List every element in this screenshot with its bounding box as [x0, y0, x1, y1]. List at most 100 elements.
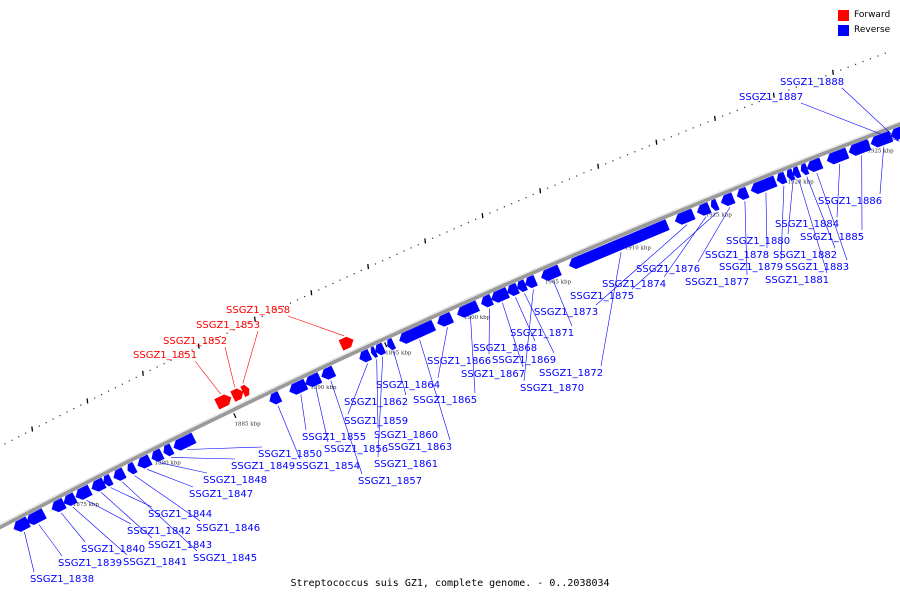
- ruler-major-tick: [424, 238, 427, 244]
- gene-label-ssgz1_1876: SSGZ1_1876: [636, 264, 700, 275]
- gene-arrow-ssgz1_1846[interactable]: [127, 461, 138, 475]
- ruler-dot: [568, 178, 571, 180]
- gene-arrow-ssgz1_1850[interactable]: [173, 432, 197, 451]
- ruler-dot: [884, 52, 886, 54]
- gene-arrow-ssgz1_1882[interactable]: [800, 163, 810, 176]
- gene-label-ssgz1_1849: SSGZ1_1849: [231, 461, 295, 472]
- ruler-dot: [303, 295, 306, 298]
- gene-arrow-ssgz1_1852[interactable]: [230, 388, 244, 402]
- gene-label-ssgz1_1864: SSGZ1_1864: [376, 380, 440, 391]
- ruler-dot: [163, 363, 165, 365]
- label-leader-line: [744, 201, 748, 276]
- ruler-dot: [561, 181, 563, 183]
- gene-label-ssgz1_1885: SSGZ1_1885: [800, 232, 864, 243]
- gene-arrow-ssgz1_1858[interactable]: [338, 336, 354, 351]
- gene-label-ssgz1_1870: SSGZ1_1870: [520, 383, 584, 394]
- ruler-dot: [156, 366, 158, 368]
- ruler-dot: [605, 163, 607, 165]
- ruler-dot: [52, 418, 54, 420]
- gene-arrow-ssgz1_1841[interactable]: [63, 492, 78, 506]
- gene-arrow-ssgz1_1874[interactable]: [696, 202, 712, 216]
- gene-arrow-ssgz1_1875[interactable]: [710, 198, 720, 212]
- gene-arrow-ssgz1_1848[interactable]: [151, 448, 165, 462]
- ruler-dot: [11, 439, 13, 441]
- gene-arrow-ssgz1_1883[interactable]: [806, 157, 824, 173]
- gene-arrow-ssgz1_1881[interactable]: [792, 166, 802, 179]
- ruler-dot: [100, 394, 103, 396]
- ruler-dot: [268, 312, 270, 314]
- ruler-dot: [66, 411, 68, 413]
- gene-arrow-ssgz1_1859[interactable]: [359, 348, 373, 363]
- label-leader-line: [146, 469, 194, 488]
- ruler-dot: [149, 369, 151, 372]
- ruler-dot: [626, 154, 629, 156]
- gene-arrow-ssgz1_1873[interactable]: [674, 208, 696, 225]
- ruler-dot: [475, 218, 477, 220]
- ruler-dot: [467, 221, 470, 224]
- ruler-dots: [4, 52, 886, 445]
- gene-label-ssgz1_1877: SSGZ1_1877: [685, 277, 749, 288]
- ruler-dot: [24, 432, 27, 434]
- ruler-dot: [707, 121, 709, 123]
- gene-arrow-ssgz1_1861[interactable]: [375, 342, 387, 356]
- label-leader-line: [765, 192, 768, 249]
- gene-arrow-ssgz1_1849[interactable]: [163, 443, 175, 457]
- gene-arrow-ssgz1_1856[interactable]: [305, 372, 323, 388]
- gene-arrow-ssgz1_1879[interactable]: [776, 171, 788, 185]
- gene-arrow-ssgz1_1878[interactable]: [750, 175, 778, 195]
- figure-caption: Streptococcus suis GZ1, complete genome.…: [290, 578, 610, 589]
- gene-label-ssgz1_1854: SSGZ1_1854: [296, 461, 360, 472]
- ruler-major-tick: [597, 163, 600, 169]
- label-leader-line: [780, 185, 785, 261]
- gene-arrow-ssgz1_1876[interactable]: [720, 192, 736, 207]
- gene-arrow-ssgz1_1842[interactable]: [75, 484, 93, 500]
- ruler-dot: [439, 234, 441, 236]
- label-leader-line: [347, 363, 368, 415]
- gene-arrow-ssgz1_1854[interactable]: [269, 391, 283, 405]
- gene-arrow-ssgz1_1872[interactable]: [568, 219, 670, 270]
- gene-label-ssgz1_1848: SSGZ1_1848: [203, 475, 267, 486]
- gene-arrow-ssgz1_1847[interactable]: [137, 454, 153, 469]
- gene-arrow-ssgz1_1888[interactable]: [890, 126, 900, 140]
- gene-arrow-ssgz1_1839[interactable]: [26, 508, 47, 526]
- ruler-dot: [554, 184, 556, 186]
- gene-arrow-ssgz1_1863[interactable]: [399, 319, 437, 344]
- label-leader-line: [393, 351, 407, 396]
- gene-label-ssgz1_1856: SSGZ1_1856: [324, 444, 388, 455]
- label-leader-line: [72, 506, 128, 556]
- label-leader-line: [110, 487, 153, 508]
- label-leader-line: [419, 339, 451, 441]
- label-leader-line: [24, 531, 35, 573]
- gene-label-ssgz1_1866: SSGZ1_1866: [427, 356, 491, 367]
- gene-arrow-ssgz1_1870[interactable]: [525, 274, 538, 289]
- ruler-dot: [212, 339, 214, 341]
- ruler-dot: [780, 92, 783, 94]
- gene-arrow-ssgz1_1844[interactable]: [103, 473, 114, 487]
- gene-arrow-ssgz1_1851[interactable]: [214, 394, 232, 410]
- ruler-dot: [460, 225, 462, 227]
- scale-tick-label: 1915 kbp: [706, 212, 733, 218]
- ruler-dot: [736, 109, 738, 111]
- label-leader-line: [315, 387, 329, 443]
- gene-arrow-ssgz1_1871[interactable]: [541, 264, 562, 282]
- label-leader-line: [879, 146, 884, 195]
- label-leader-line: [697, 206, 731, 263]
- ruler-dot: [744, 106, 746, 108]
- gene-label-ssgz1_1860: SSGZ1_1860: [374, 430, 438, 441]
- ruler-dot: [121, 383, 123, 385]
- gene-label-ssgz1_1882: SSGZ1_1882: [773, 250, 837, 261]
- gene-arrow-ssgz1_1885[interactable]: [848, 139, 872, 156]
- gene-arrow-ssgz1_1864[interactable]: [437, 311, 455, 327]
- gene-arrow-ssgz1_1857[interactable]: [321, 365, 337, 380]
- label-leader-line: [663, 216, 707, 278]
- gene-arrow-ssgz1_1877[interactable]: [736, 186, 750, 200]
- ruler-dot: [817, 77, 820, 80]
- gene-arrow-ssgz1_1862[interactable]: [387, 337, 397, 351]
- ruler-dot: [758, 100, 760, 103]
- gene-arrow-ssgz1_1884[interactable]: [826, 147, 850, 165]
- gene-arrow-ssgz1_1865[interactable]: [457, 300, 481, 318]
- gene-arrow-ssgz1_1845[interactable]: [113, 467, 127, 481]
- gene-arrow-ssgz1_1853[interactable]: [240, 384, 250, 398]
- ruler-dot: [699, 124, 702, 126]
